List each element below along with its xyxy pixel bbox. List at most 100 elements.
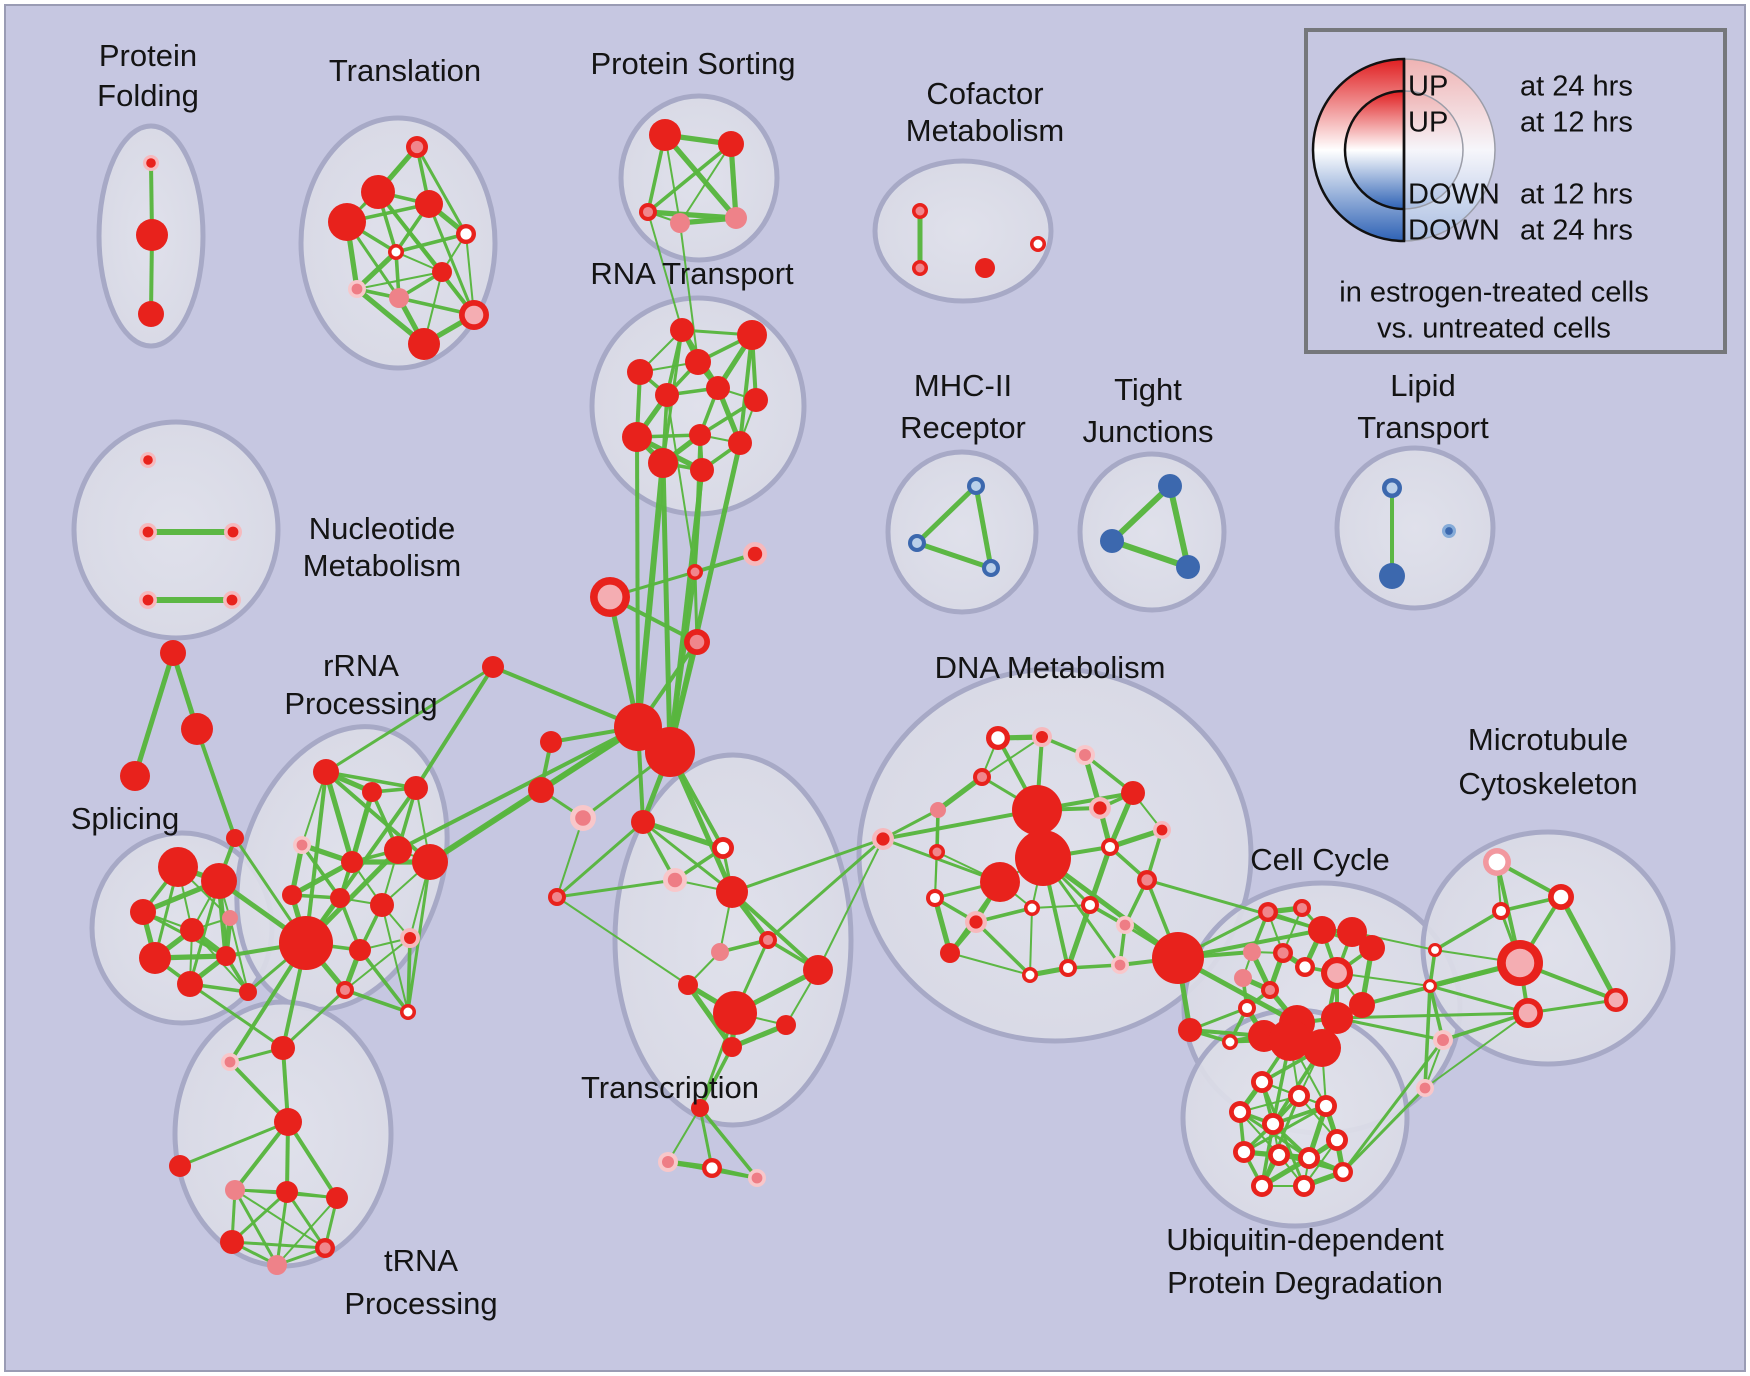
- network-edge: [698, 1107, 714, 1169]
- gene-node-up-both-solid-red: [685, 349, 711, 375]
- legend-time-label: at 24 hrs: [1520, 71, 1633, 103]
- gene-node-pale-halo-red-core: [743, 542, 767, 566]
- gene-node-up24-ring-pink-center: [1137, 870, 1157, 890]
- network-edge: [281, 988, 347, 1050]
- gene-node-up-both-solid-red: [776, 1015, 796, 1035]
- network-edge: [275, 1191, 289, 1266]
- gene-node-up-moderate-pink: [222, 910, 238, 926]
- gene-node-up-both-solid-red: [239, 983, 257, 1001]
- cluster-label-mh: MHC-II: [914, 368, 1012, 403]
- cluster-label-cc: Cell Cycle: [1250, 842, 1390, 877]
- gene-node-up-both-solid-red: [713, 991, 757, 1035]
- gene-node-up24-ring-pink-center: [684, 629, 710, 655]
- gene-node-up-both-solid-red: [722, 1037, 742, 1057]
- gene-node-up24-ring-white-center: [1315, 1095, 1337, 1117]
- gene-node-up24-ring-pink-center: [759, 931, 777, 949]
- network-edge: [1109, 483, 1173, 544]
- gene-node-up24-ring-pink-center: [912, 203, 928, 219]
- gene-node-up-both-solid-red: [220, 1230, 244, 1254]
- network-edge: [679, 143, 732, 224]
- gene-node-up-both-solid-red: [1012, 785, 1062, 835]
- cluster-label-nu: Nucleotide: [309, 511, 455, 546]
- cluster-label-li: Lipid: [1390, 368, 1456, 403]
- gene-node-pale-halo-red-core: [224, 523, 242, 541]
- network-edge: [406, 937, 412, 1013]
- gene-node-up-both-solid-red: [1303, 1029, 1341, 1067]
- gene-node-pale-halo-red-core: [223, 591, 241, 609]
- network-edge: [738, 334, 754, 444]
- network-edge: [949, 952, 1031, 976]
- network-edge: [973, 485, 994, 569]
- gene-node-up24-ring-white-center: [1024, 900, 1040, 916]
- gene-node-pink-ring-white-center: [1483, 848, 1511, 876]
- network-edge: [415, 146, 468, 235]
- gene-node-pale-halo-pink-core: [658, 1152, 678, 1172]
- gene-node-up24-ring-pink-center: [315, 1238, 335, 1258]
- gene-node-up-both-solid-red: [412, 844, 448, 880]
- gene-node-pale-halo-pink-core: [221, 1053, 239, 1071]
- network-edge: [233, 1120, 290, 1192]
- gene-node-up-both-solid-red: [181, 713, 213, 745]
- network-edge: [882, 808, 1038, 841]
- gene-node-up24-ring-white-center: [456, 224, 476, 244]
- gene-node-up-both-solid-red: [728, 431, 752, 455]
- network-edge: [556, 820, 644, 899]
- network-edge: [731, 837, 884, 894]
- network-edge: [1361, 961, 1521, 1007]
- gene-node-up-both-solid-red: [432, 262, 452, 282]
- network-edge: [817, 838, 884, 971]
- gene-node-up24-ring-pale-core: [459, 300, 489, 330]
- gene-node-up-both-solid-red: [1178, 1018, 1202, 1042]
- gene-node-up-both-solid-red: [160, 640, 186, 666]
- network-edge: [344, 988, 409, 1014]
- gene-node-up24-ring-pale-core: [1604, 988, 1628, 1012]
- cluster-ellipse-li: [1334, 445, 1496, 611]
- network-edge: [635, 436, 640, 728]
- network-edge: [195, 728, 237, 839]
- network-edge: [667, 750, 735, 894]
- gene-node-down-ring-light-center: [982, 559, 1000, 577]
- network-edge: [685, 983, 735, 1049]
- network-edge: [693, 469, 704, 573]
- network-edge: [233, 1189, 279, 1266]
- gene-node-up-both-solid-red: [313, 759, 339, 785]
- gene-node-up-both-solid-red: [718, 131, 744, 157]
- network-edge: [1167, 485, 1191, 568]
- gene-node-up-both-solid-red: [627, 359, 653, 385]
- gene-node-up24-ring-white-center: [1022, 967, 1038, 983]
- network-edge: [325, 770, 417, 790]
- network-edge: [660, 462, 673, 753]
- cluster-label-tp: tRNA: [384, 1243, 458, 1278]
- gene-node-down-ring-light-center: [967, 477, 985, 495]
- legend-note: in estrogen-treated cells: [1339, 277, 1649, 309]
- gene-node-up-both-solid-red: [689, 424, 711, 446]
- network-edge: [1336, 1016, 1444, 1042]
- cluster-ellipse-tr: [298, 115, 498, 371]
- gene-node-up24-ring-white-center: [1293, 1175, 1315, 1197]
- network-edge: [397, 725, 639, 852]
- gene-node-up-both-solid-red: [622, 422, 652, 452]
- network-edge: [189, 982, 284, 1050]
- gene-node-pale-halo-red-core: [1153, 821, 1171, 839]
- gene-node-up-both-solid-red: [678, 975, 698, 995]
- gene-node-up24-ring-white-center: [1492, 902, 1510, 920]
- gene-node-up-both-solid-red: [803, 955, 833, 985]
- network-edge: [667, 1107, 701, 1163]
- gene-node-up-both-solid-red: [1359, 935, 1385, 961]
- network-edge: [132, 652, 176, 777]
- gene-node-pale-halo-red-core: [139, 591, 157, 609]
- network-edge: [556, 896, 689, 986]
- gene-node-down-ring-light-center: [1382, 478, 1402, 498]
- gene-node-up24-ring-white-center: [1229, 1101, 1251, 1123]
- gene-node-up24-ring-pink-center: [973, 768, 991, 786]
- gene-node-up24-ring-pink-center: [1258, 902, 1278, 922]
- network-edge: [300, 843, 342, 900]
- network-edge: [679, 222, 699, 363]
- gene-node-pale-halo-pink-core: [348, 280, 366, 298]
- network-edge: [1336, 1011, 1529, 1020]
- gene-node-up24-ring-white-center: [1295, 957, 1315, 977]
- gene-node-up-both-solid-red: [1349, 992, 1375, 1018]
- cluster-label-tx: Transcription: [581, 1070, 759, 1105]
- gene-node-up-both-solid-red: [744, 388, 768, 412]
